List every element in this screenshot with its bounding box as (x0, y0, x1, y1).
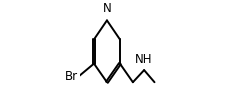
Text: Br: Br (65, 70, 78, 83)
Text: N: N (102, 2, 111, 15)
Text: NH: NH (135, 53, 152, 66)
